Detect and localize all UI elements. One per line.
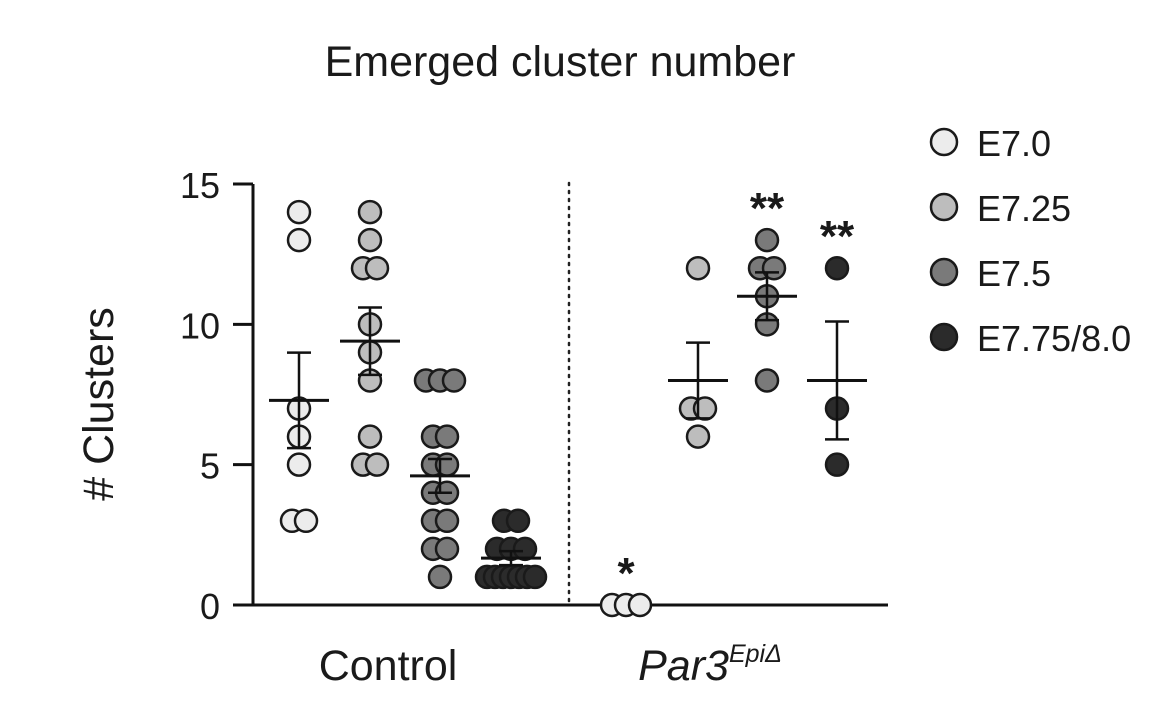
data-point bbox=[824, 452, 850, 477]
data-point bbox=[754, 368, 780, 393]
data-column: ** bbox=[807, 212, 867, 477]
legend-label: E7.0 bbox=[977, 123, 1051, 164]
group-label: Control bbox=[319, 642, 458, 690]
data-column bbox=[668, 255, 728, 449]
data-point bbox=[293, 508, 319, 534]
y-axis-label: # Clusters bbox=[75, 307, 123, 501]
data-point bbox=[286, 227, 312, 253]
legend-item: E7.5 bbox=[929, 253, 1051, 294]
legend: E7.0 E7.25 E7.5 E7.75/8.0 bbox=[929, 123, 1131, 359]
data-point bbox=[512, 536, 538, 562]
y-tick-label: 0 bbox=[200, 586, 220, 627]
data-point bbox=[286, 199, 312, 225]
data-point bbox=[364, 452, 390, 477]
data-point bbox=[434, 424, 460, 449]
y-tick-label: 5 bbox=[200, 446, 220, 487]
group-label-text: Par3 bbox=[638, 642, 729, 690]
y-tick-label: 15 bbox=[180, 165, 220, 206]
group-label-superscript: EpiΔ bbox=[729, 640, 782, 668]
legend-swatch bbox=[929, 192, 959, 222]
legend-item: E7.25 bbox=[929, 188, 1071, 229]
data-point bbox=[627, 592, 653, 618]
legend-item: E7.75/8.0 bbox=[929, 318, 1131, 359]
data-point bbox=[441, 368, 467, 393]
significance-marker: * bbox=[617, 549, 635, 598]
legend-swatch bbox=[929, 127, 959, 157]
data-marks: ***** bbox=[269, 184, 867, 618]
data-point bbox=[761, 255, 787, 281]
data-column bbox=[269, 199, 329, 534]
chart-title: Emerged cluster number bbox=[325, 38, 796, 86]
data-point bbox=[522, 564, 548, 590]
data-point bbox=[824, 255, 850, 281]
legend-label: E7.25 bbox=[977, 188, 1071, 229]
legend-swatch bbox=[929, 257, 959, 287]
data-column bbox=[410, 368, 470, 590]
data-column bbox=[340, 199, 400, 477]
legend-swatch bbox=[929, 322, 959, 352]
legend-item: E7.0 bbox=[929, 123, 1051, 164]
group-label: Par3EpiΔ bbox=[638, 640, 782, 690]
data-column: * bbox=[599, 549, 653, 618]
axes: 0 5 10 15 Control Par3EpiΔ bbox=[180, 165, 888, 690]
data-point bbox=[364, 255, 390, 281]
data-column: ** bbox=[737, 184, 797, 393]
significance-marker: ** bbox=[750, 184, 785, 233]
legend-label: E7.75/8.0 bbox=[977, 318, 1131, 359]
data-point bbox=[357, 199, 383, 225]
data-point bbox=[754, 227, 780, 253]
y-tick-label: 10 bbox=[180, 305, 220, 346]
significance-marker: ** bbox=[820, 212, 855, 261]
data-point bbox=[434, 536, 460, 562]
data-column bbox=[474, 508, 548, 590]
legend-label: E7.5 bbox=[977, 253, 1051, 294]
data-point bbox=[434, 508, 460, 534]
data-point bbox=[286, 452, 312, 477]
data-point bbox=[685, 255, 711, 281]
data-point bbox=[357, 424, 383, 449]
data-point bbox=[357, 227, 383, 253]
data-point bbox=[427, 564, 453, 590]
group-label-text: Control bbox=[319, 642, 458, 690]
data-point bbox=[685, 424, 711, 449]
data-point bbox=[505, 508, 531, 534]
